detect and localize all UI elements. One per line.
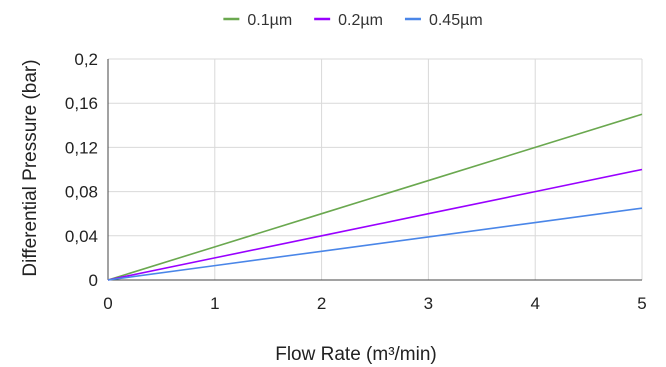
legend: 0.1µm 0.2µm 0.45µm xyxy=(223,12,483,29)
x-tick-label: 3 xyxy=(424,294,433,313)
y-tick-label: 0,2 xyxy=(74,50,98,69)
legend-label: 0.2µm xyxy=(338,12,383,29)
x-tick-label: 4 xyxy=(530,294,539,313)
legend-label: 0.45µm xyxy=(429,12,483,29)
x-tick-label: 5 xyxy=(637,294,646,313)
series-group xyxy=(107,113,643,281)
y-tick-label: 0,12 xyxy=(65,138,98,157)
legend-item: 0.45µm xyxy=(404,12,483,29)
legend-item: 0.2µm xyxy=(314,12,383,29)
axes xyxy=(107,59,642,281)
legend-label: 0.1µm xyxy=(247,12,292,29)
x-tick-label: 0 xyxy=(103,294,112,313)
x-tick-label: 2 xyxy=(317,294,326,313)
y-tick-label: 0,16 xyxy=(65,94,98,113)
series-line-1 xyxy=(107,168,643,281)
y-axis-title: Differential Pressure (bar) xyxy=(20,59,41,276)
legend-item: 0.1µm xyxy=(223,12,292,29)
tick-labels: 0 0,04 0,08 0,12 0,16 0,2 0 1 2 3 4 5 xyxy=(65,50,647,313)
y-tick-label: 0,08 xyxy=(65,183,98,202)
series-line-0 xyxy=(107,113,643,281)
grid xyxy=(108,58,643,280)
x-axis-title: Flow Rate (m³/min) xyxy=(275,344,437,365)
x-tick-label: 1 xyxy=(210,294,219,313)
y-tick-label: 0 xyxy=(89,271,98,290)
series-line-2 xyxy=(107,207,643,281)
y-tick-label: 0,04 xyxy=(65,227,98,246)
